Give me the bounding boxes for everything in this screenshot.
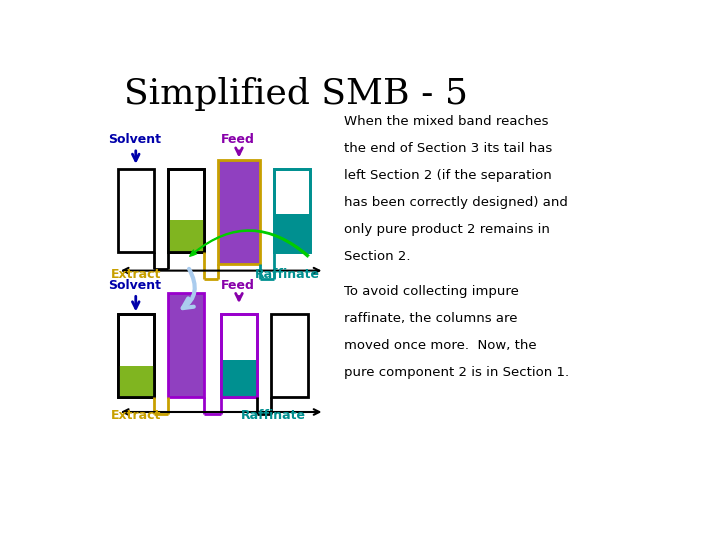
Text: Extract: Extract bbox=[111, 268, 161, 281]
Bar bbox=[168, 220, 204, 252]
Text: only pure product 2 remains in: only pure product 2 remains in bbox=[344, 223, 550, 236]
Bar bbox=[168, 294, 204, 397]
Text: the end of Section 3 its tail has: the end of Section 3 its tail has bbox=[344, 141, 552, 155]
Bar bbox=[118, 314, 154, 397]
Text: To avoid collecting impure: To avoid collecting impure bbox=[344, 285, 519, 298]
Text: Section 2.: Section 2. bbox=[344, 250, 410, 263]
Bar bbox=[274, 168, 310, 252]
Text: moved once more.  Now, the: moved once more. Now, the bbox=[344, 339, 536, 352]
Text: Simplified SMB - 5: Simplified SMB - 5 bbox=[125, 77, 469, 111]
Text: pure component 2 is in Section 1.: pure component 2 is in Section 1. bbox=[344, 366, 569, 379]
Bar bbox=[274, 214, 310, 252]
Bar bbox=[221, 314, 258, 397]
Text: Feed: Feed bbox=[221, 133, 255, 146]
Bar bbox=[221, 360, 258, 397]
Bar bbox=[221, 314, 258, 397]
Text: raffinate, the columns are: raffinate, the columns are bbox=[344, 312, 518, 325]
Text: Solvent: Solvent bbox=[108, 279, 161, 292]
Bar bbox=[218, 160, 260, 265]
Bar bbox=[271, 314, 307, 397]
Text: Raffinate: Raffinate bbox=[240, 409, 306, 422]
Bar bbox=[274, 168, 310, 252]
Text: Feed: Feed bbox=[221, 279, 255, 292]
Bar bbox=[118, 366, 154, 397]
Text: Raffinate: Raffinate bbox=[255, 268, 320, 281]
Bar bbox=[168, 168, 204, 252]
Text: Solvent: Solvent bbox=[108, 133, 161, 146]
Text: Extract: Extract bbox=[111, 409, 161, 422]
Text: left Section 2 (if the separation: left Section 2 (if the separation bbox=[344, 168, 552, 182]
Bar bbox=[118, 168, 154, 252]
Text: When the mixed band reaches: When the mixed band reaches bbox=[344, 114, 549, 127]
Bar bbox=[168, 168, 204, 252]
Bar bbox=[118, 314, 154, 397]
Text: has been correctly designed) and: has been correctly designed) and bbox=[344, 196, 568, 209]
